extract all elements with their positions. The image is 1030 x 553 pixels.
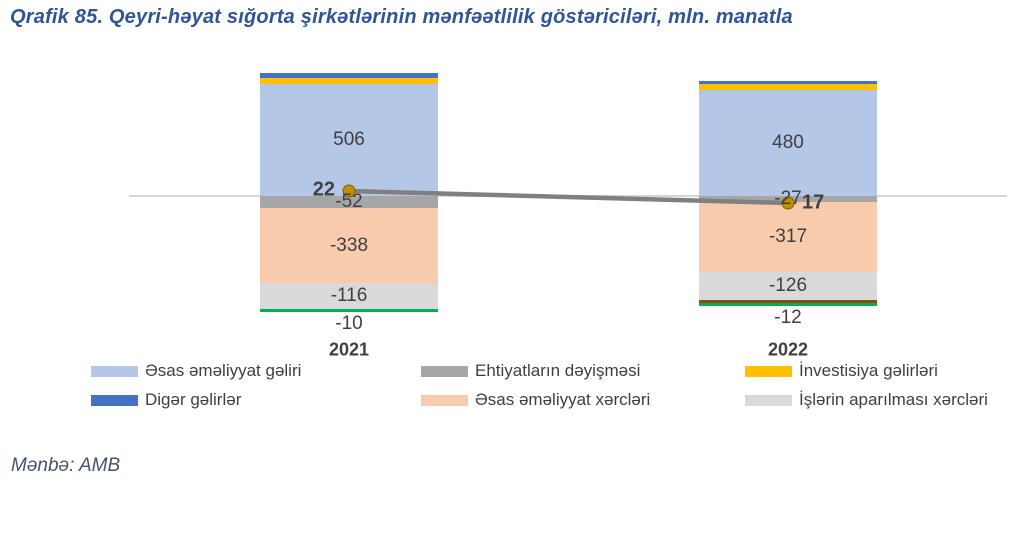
legend-item-1: Ehtiyatların dəyişməsi: [421, 360, 745, 382]
category-label-2021: 2021: [328, 339, 370, 360]
bar-2021-segment-reserves-change: [260, 196, 438, 208]
bar-2021-segment-investment-income: [260, 78, 438, 84]
legend-swatch: [745, 394, 792, 406]
bar-2021-segment-green-strip: [260, 309, 438, 312]
legend-item-2: İnvestisiya gəlirləri: [745, 360, 1026, 382]
legend-item-5: İşlərin aparılması xərcləri: [745, 389, 1026, 411]
legend-item-0: Əsas əməliyyat gəliri: [91, 360, 421, 382]
legend-item-3: Digər gəlirlər: [91, 389, 421, 411]
legend-label: Əsas əməliyyat xərcləri: [475, 390, 651, 409]
below-bar-label-2021: -10: [335, 313, 363, 334]
bar-2022-segment-brown-strip: [699, 300, 877, 303]
bar-2022-segment-admin-expenses: [699, 272, 877, 300]
source-note: Mənbə: AMB: [11, 455, 121, 476]
bar-2022-segment-core-expenses: [699, 202, 877, 272]
bar-2021-segment-other-income: [260, 73, 438, 78]
bar-2021-segment-admin-expenses: [260, 283, 438, 309]
legend-swatch: [91, 394, 138, 406]
legend-swatch: [421, 394, 468, 406]
bar-2021-segment-core-expenses: [260, 208, 438, 283]
bar-2022-segment-core-income: [699, 90, 877, 196]
legend-item-4: Əsas əməliyyat xərcləri: [421, 389, 745, 411]
legend-swatch: [745, 365, 792, 377]
legend-label: İşlərin aparılması xərcləri: [799, 390, 988, 409]
below-bar-label-2022: -12: [774, 307, 802, 328]
legend-label: Digər gəlirlər: [145, 390, 242, 409]
bar-2022-segment-other-income: [699, 81, 877, 84]
legend-swatch: [91, 365, 138, 377]
chart-title: Qrafik 85. Qeyri-həyat sığorta şirkətlər…: [10, 6, 793, 28]
legend-swatch: [421, 365, 468, 377]
legend-label: Ehtiyatların dəyişməsi: [475, 361, 641, 380]
category-label-2022: 2022: [767, 339, 809, 360]
legend-label: İnvestisiya gəlirləri: [799, 361, 938, 380]
bar-2021-segment-core-income: [260, 84, 438, 196]
legend-label: Əsas əməliyyat gəliri: [145, 361, 302, 380]
bar-2022-segment-green-strip: [699, 303, 877, 306]
legend: Əsas əməliyyat gəliri Ehtiyatların dəyişm…: [91, 360, 1026, 411]
bar-2022-segment-investment-income: [699, 84, 877, 90]
